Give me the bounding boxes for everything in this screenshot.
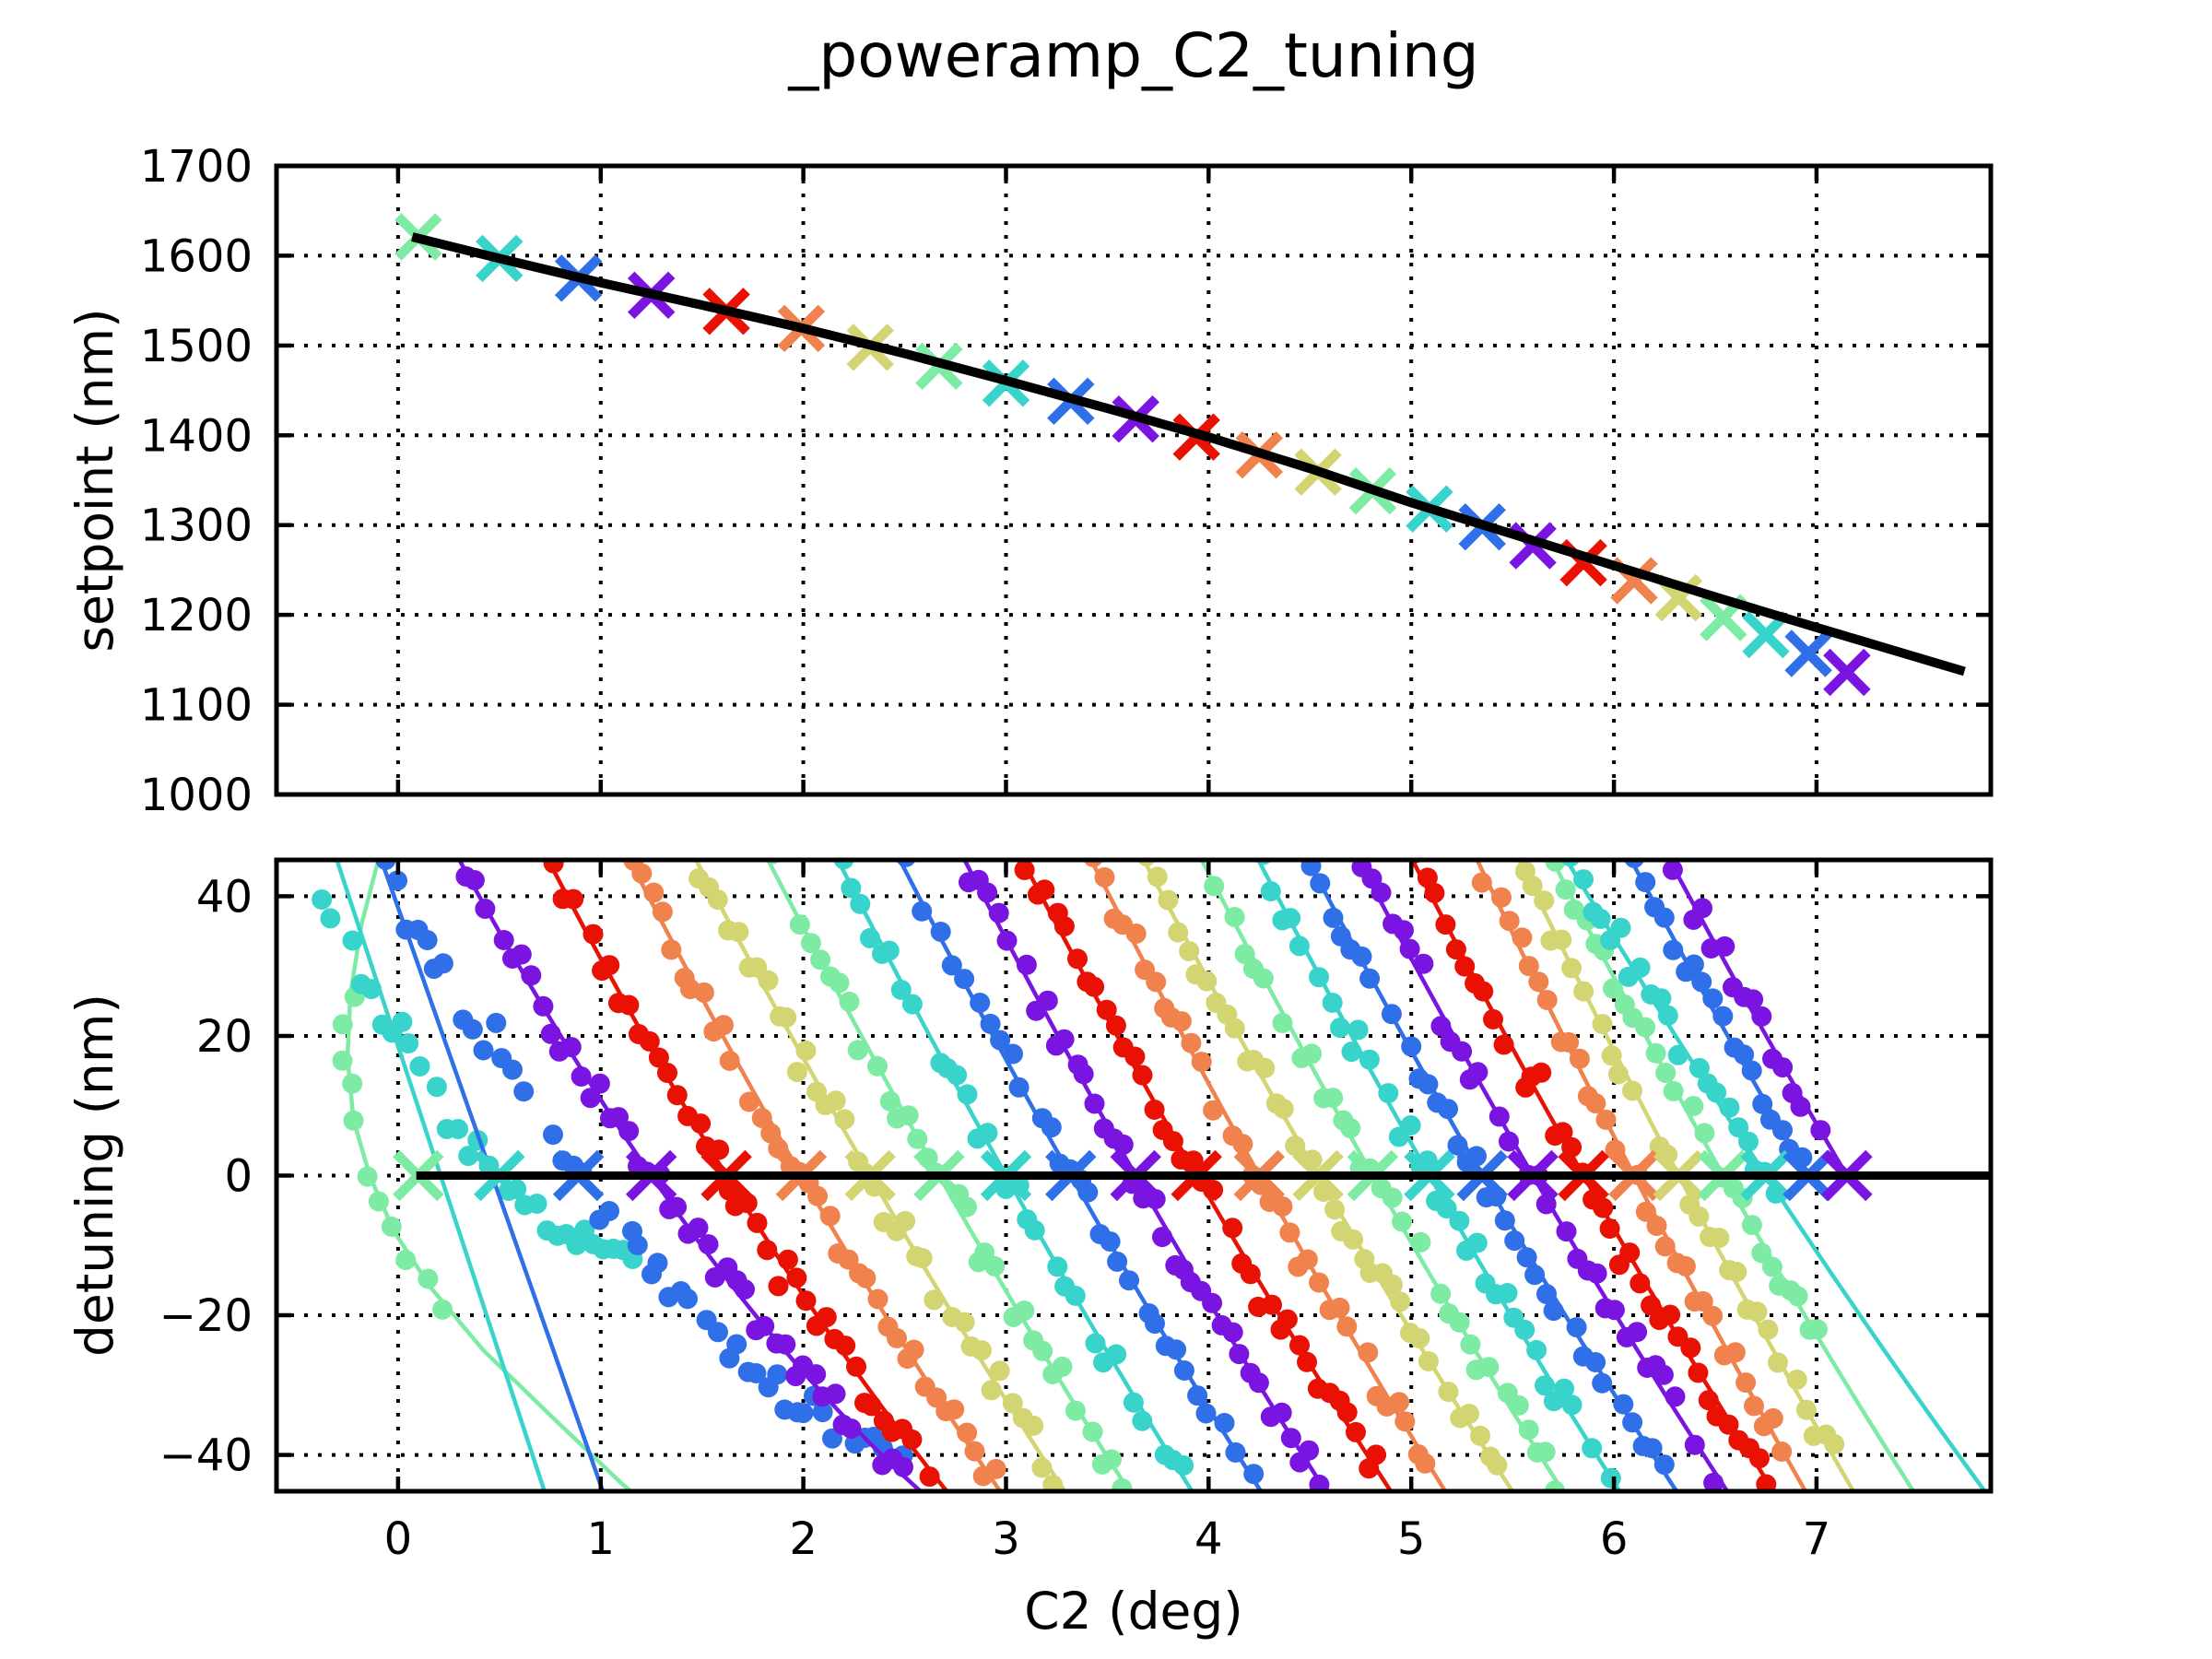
series-dots: [623, 860, 1006, 1487]
bottom-series: [312, 860, 1991, 1491]
series-dots: [543, 860, 940, 1488]
series-dots: [1471, 872, 1793, 1462]
top-fit-line: [411, 232, 1966, 677]
svg-text:4: 4: [1194, 1513, 1223, 1565]
svg-text:20: 20: [196, 1011, 253, 1063]
svg-text:40: 40: [196, 871, 253, 923]
series-dots: [1300, 860, 1675, 1476]
plot-title: _poweramp_C2_tuning: [788, 20, 1479, 91]
svg-text:1: 1: [587, 1513, 616, 1565]
series-dots: [1545, 860, 1828, 1340]
top-axes-grid: [276, 166, 1991, 794]
series-dots: [1662, 860, 1831, 1141]
svg-text:2: 2: [789, 1513, 818, 1565]
svg-text:0: 0: [224, 1151, 253, 1203]
series-dots: [1624, 860, 1813, 1168]
series-dots: [375, 860, 913, 1470]
series-dots: [764, 860, 1133, 1491]
svg-text:1400: 1400: [140, 410, 253, 462]
svg-text:7: 7: [1803, 1513, 1831, 1565]
top-axes-frame: [274, 163, 1994, 797]
svg-text:1000: 1000: [140, 770, 253, 821]
svg-text:1500: 1500: [140, 321, 253, 372]
svg-text:1600: 1600: [140, 230, 253, 282]
svg-text:1200: 1200: [140, 590, 253, 641]
svg-text:−40: −40: [159, 1430, 253, 1482]
bottom-axes-tick-labels: −40 −20 0 20 40 0 1 2 3 4 5 6 7: [159, 871, 1830, 1565]
svg-text:1700: 1700: [140, 141, 253, 193]
series-dots: [332, 986, 453, 1320]
svg-text:5: 5: [1397, 1513, 1426, 1565]
bottom-ylabel: detuning (nm): [65, 994, 124, 1357]
series-dots: [1014, 860, 1386, 1479]
top-ylabel: setpoint (nm): [65, 308, 124, 653]
series-dots: [1254, 860, 1621, 1488]
svg-text:1300: 1300: [140, 500, 253, 552]
svg-text:3: 3: [992, 1513, 1020, 1565]
series-dots: [1560, 860, 1786, 1204]
top-axes-tick-labels: 1000 1100 1200 1300 1400 1500 1600 1700: [140, 141, 253, 821]
svg-text:1100: 1100: [140, 680, 253, 732]
svg-text:0: 0: [384, 1513, 413, 1565]
series-dots: [1351, 860, 1724, 1491]
svg-text:−20: −20: [159, 1290, 253, 1342]
bottom-axes-frame: [274, 857, 1994, 1494]
x-axis-label: C2 (deg): [1024, 1582, 1243, 1641]
svg-text:6: 6: [1600, 1513, 1629, 1565]
